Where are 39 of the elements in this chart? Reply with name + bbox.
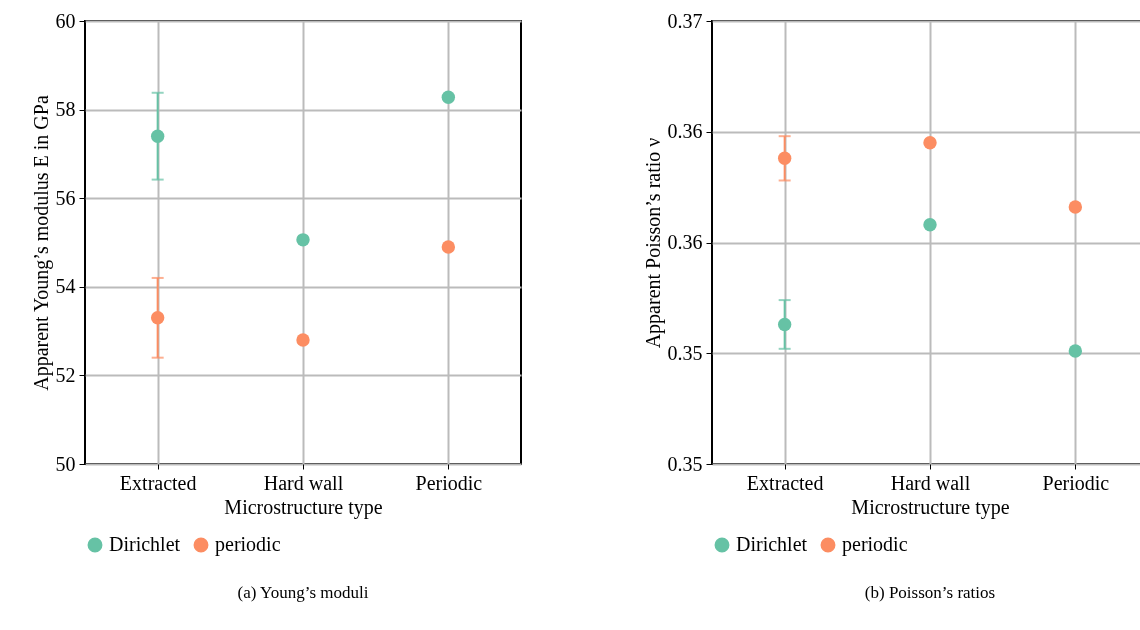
- point: [923, 218, 937, 232]
- y-tick-label: 0.36: [667, 231, 703, 253]
- point: [296, 333, 310, 347]
- point: [296, 233, 310, 247]
- legend-label: Dirichlet: [109, 533, 181, 555]
- x-tick-label: Hard wall: [890, 471, 971, 494]
- point: [441, 240, 456, 254]
- x-tick-label: Hard wall: [263, 471, 344, 494]
- legend-label: periodic: [215, 533, 281, 556]
- x-tick-label: Extracted: [119, 471, 197, 494]
- point: [923, 136, 937, 150]
- y-tick-label: 0.35: [667, 452, 703, 475]
- y-tick-label: 0.37: [667, 9, 703, 32]
- y-tick-label: 50: [55, 452, 76, 475]
- x-axis-title: Microstructure type: [851, 495, 1010, 519]
- y-tick-label: 60: [55, 9, 76, 32]
- point: [150, 129, 165, 143]
- y-axis-title: Apparent Poisson’s ratio ν: [641, 137, 665, 349]
- point: [777, 317, 792, 332]
- y-tick-label: 52: [55, 363, 76, 386]
- point: [1068, 344, 1083, 358]
- text: (b) Poisson’s ratios: [864, 583, 996, 602]
- legend-label: Dirichlet: [736, 533, 808, 555]
- point: [777, 151, 792, 166]
- y-axis-title: Apparent Young’s modulus E in GPa: [29, 95, 53, 391]
- legend-label: periodic: [842, 533, 908, 556]
- point: [1068, 200, 1083, 214]
- point: [150, 311, 165, 325]
- y-tick-label: 58: [55, 98, 76, 121]
- x-tick-label: Extracted: [746, 471, 824, 494]
- x-axis-title: Microstructure type: [224, 495, 383, 519]
- y-tick-label: 56: [55, 186, 76, 209]
- text: (a) Young’s moduli: [237, 583, 369, 602]
- y-tick-label: 0.36: [667, 120, 703, 143]
- x-tick-label: Periodic: [415, 471, 483, 494]
- y-tick-label: 54: [55, 275, 76, 298]
- x-tick-label: Periodic: [1042, 471, 1110, 494]
- y-tick-label: 0.35: [667, 341, 703, 364]
- point: [441, 90, 456, 104]
